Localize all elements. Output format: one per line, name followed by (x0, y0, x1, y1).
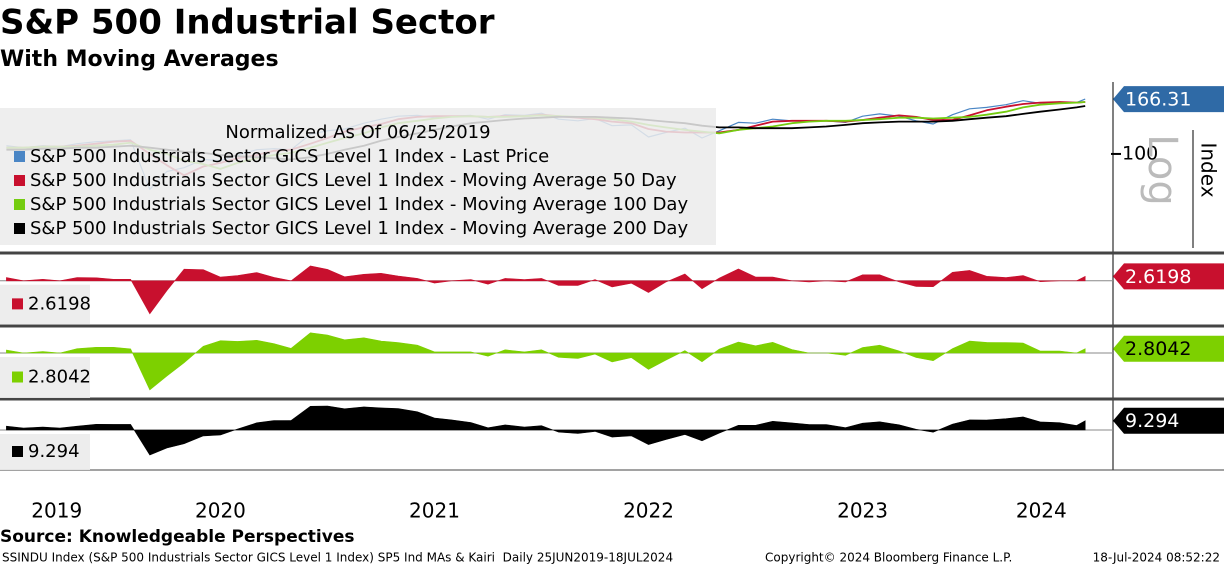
legend-label: S&P 500 Industrials Sector GICS Level 1 … (30, 170, 677, 191)
value-tag-label: 166.31 (1125, 89, 1191, 111)
chart-subtitle: With Moving Averages (0, 47, 279, 72)
source: Source: Knowledgeable Perspectives (0, 527, 355, 547)
y-scale-label: Log (1139, 134, 1185, 205)
legend-label: S&P 500 Industrials Sector GICS Level 1 … (30, 218, 688, 239)
value-tag (1113, 263, 1224, 290)
x-tick-label: 2021 (409, 499, 460, 523)
x-tick-label: 2023 (837, 499, 888, 523)
value-tag-label: 9.294 (1125, 410, 1179, 432)
kairi-area (6, 405, 1086, 456)
x-tick-label: 2024 (1016, 499, 1067, 523)
x-tick-label: 2022 (623, 499, 674, 523)
timestamp: 18-Jul-2024 08:52:22 (1093, 551, 1220, 565)
x-tick-label: 2019 (31, 499, 82, 523)
legend-swatch (12, 298, 23, 310)
value-tag (1113, 407, 1224, 434)
value-tag (1113, 335, 1224, 362)
chart-title: S&P 500 Industrial Sector (0, 3, 495, 43)
legend-swatch (14, 199, 25, 210)
value-tag-label: 2.8042 (1125, 338, 1191, 360)
legend-label: S&P 500 Industrials Sector GICS Level 1 … (30, 194, 688, 215)
legend-swatch (14, 175, 25, 186)
legend-label: S&P 500 Industrials Sector GICS Level 1 … (30, 146, 549, 167)
legend-swatch (14, 151, 25, 162)
footer-info: SSINDU Index (S&P 500 Industrials Sector… (2, 551, 673, 565)
y-tick-label: 100 (1122, 142, 1158, 164)
kairi-area (6, 265, 1086, 315)
legend-box (0, 108, 716, 245)
panel-legend-value: 9.294 (28, 441, 80, 462)
y-axis-label: Index (1197, 142, 1221, 197)
legend-title: Normalized As Of 06/25/2019 (225, 122, 490, 143)
value-tag-label: 2.6198 (1125, 266, 1191, 288)
value-tag (1113, 86, 1224, 113)
panel-legend-value: 2.8042 (28, 367, 91, 388)
copyright: Copyright© 2024 Bloomberg Finance L.P. (765, 551, 1012, 565)
x-tick-label: 2020 (195, 499, 246, 523)
kairi-area (6, 332, 1086, 391)
legend-swatch (14, 223, 25, 234)
panel-legend-value: 2.6198 (28, 293, 91, 314)
legend-swatch (12, 371, 23, 383)
legend-swatch (12, 446, 23, 457)
